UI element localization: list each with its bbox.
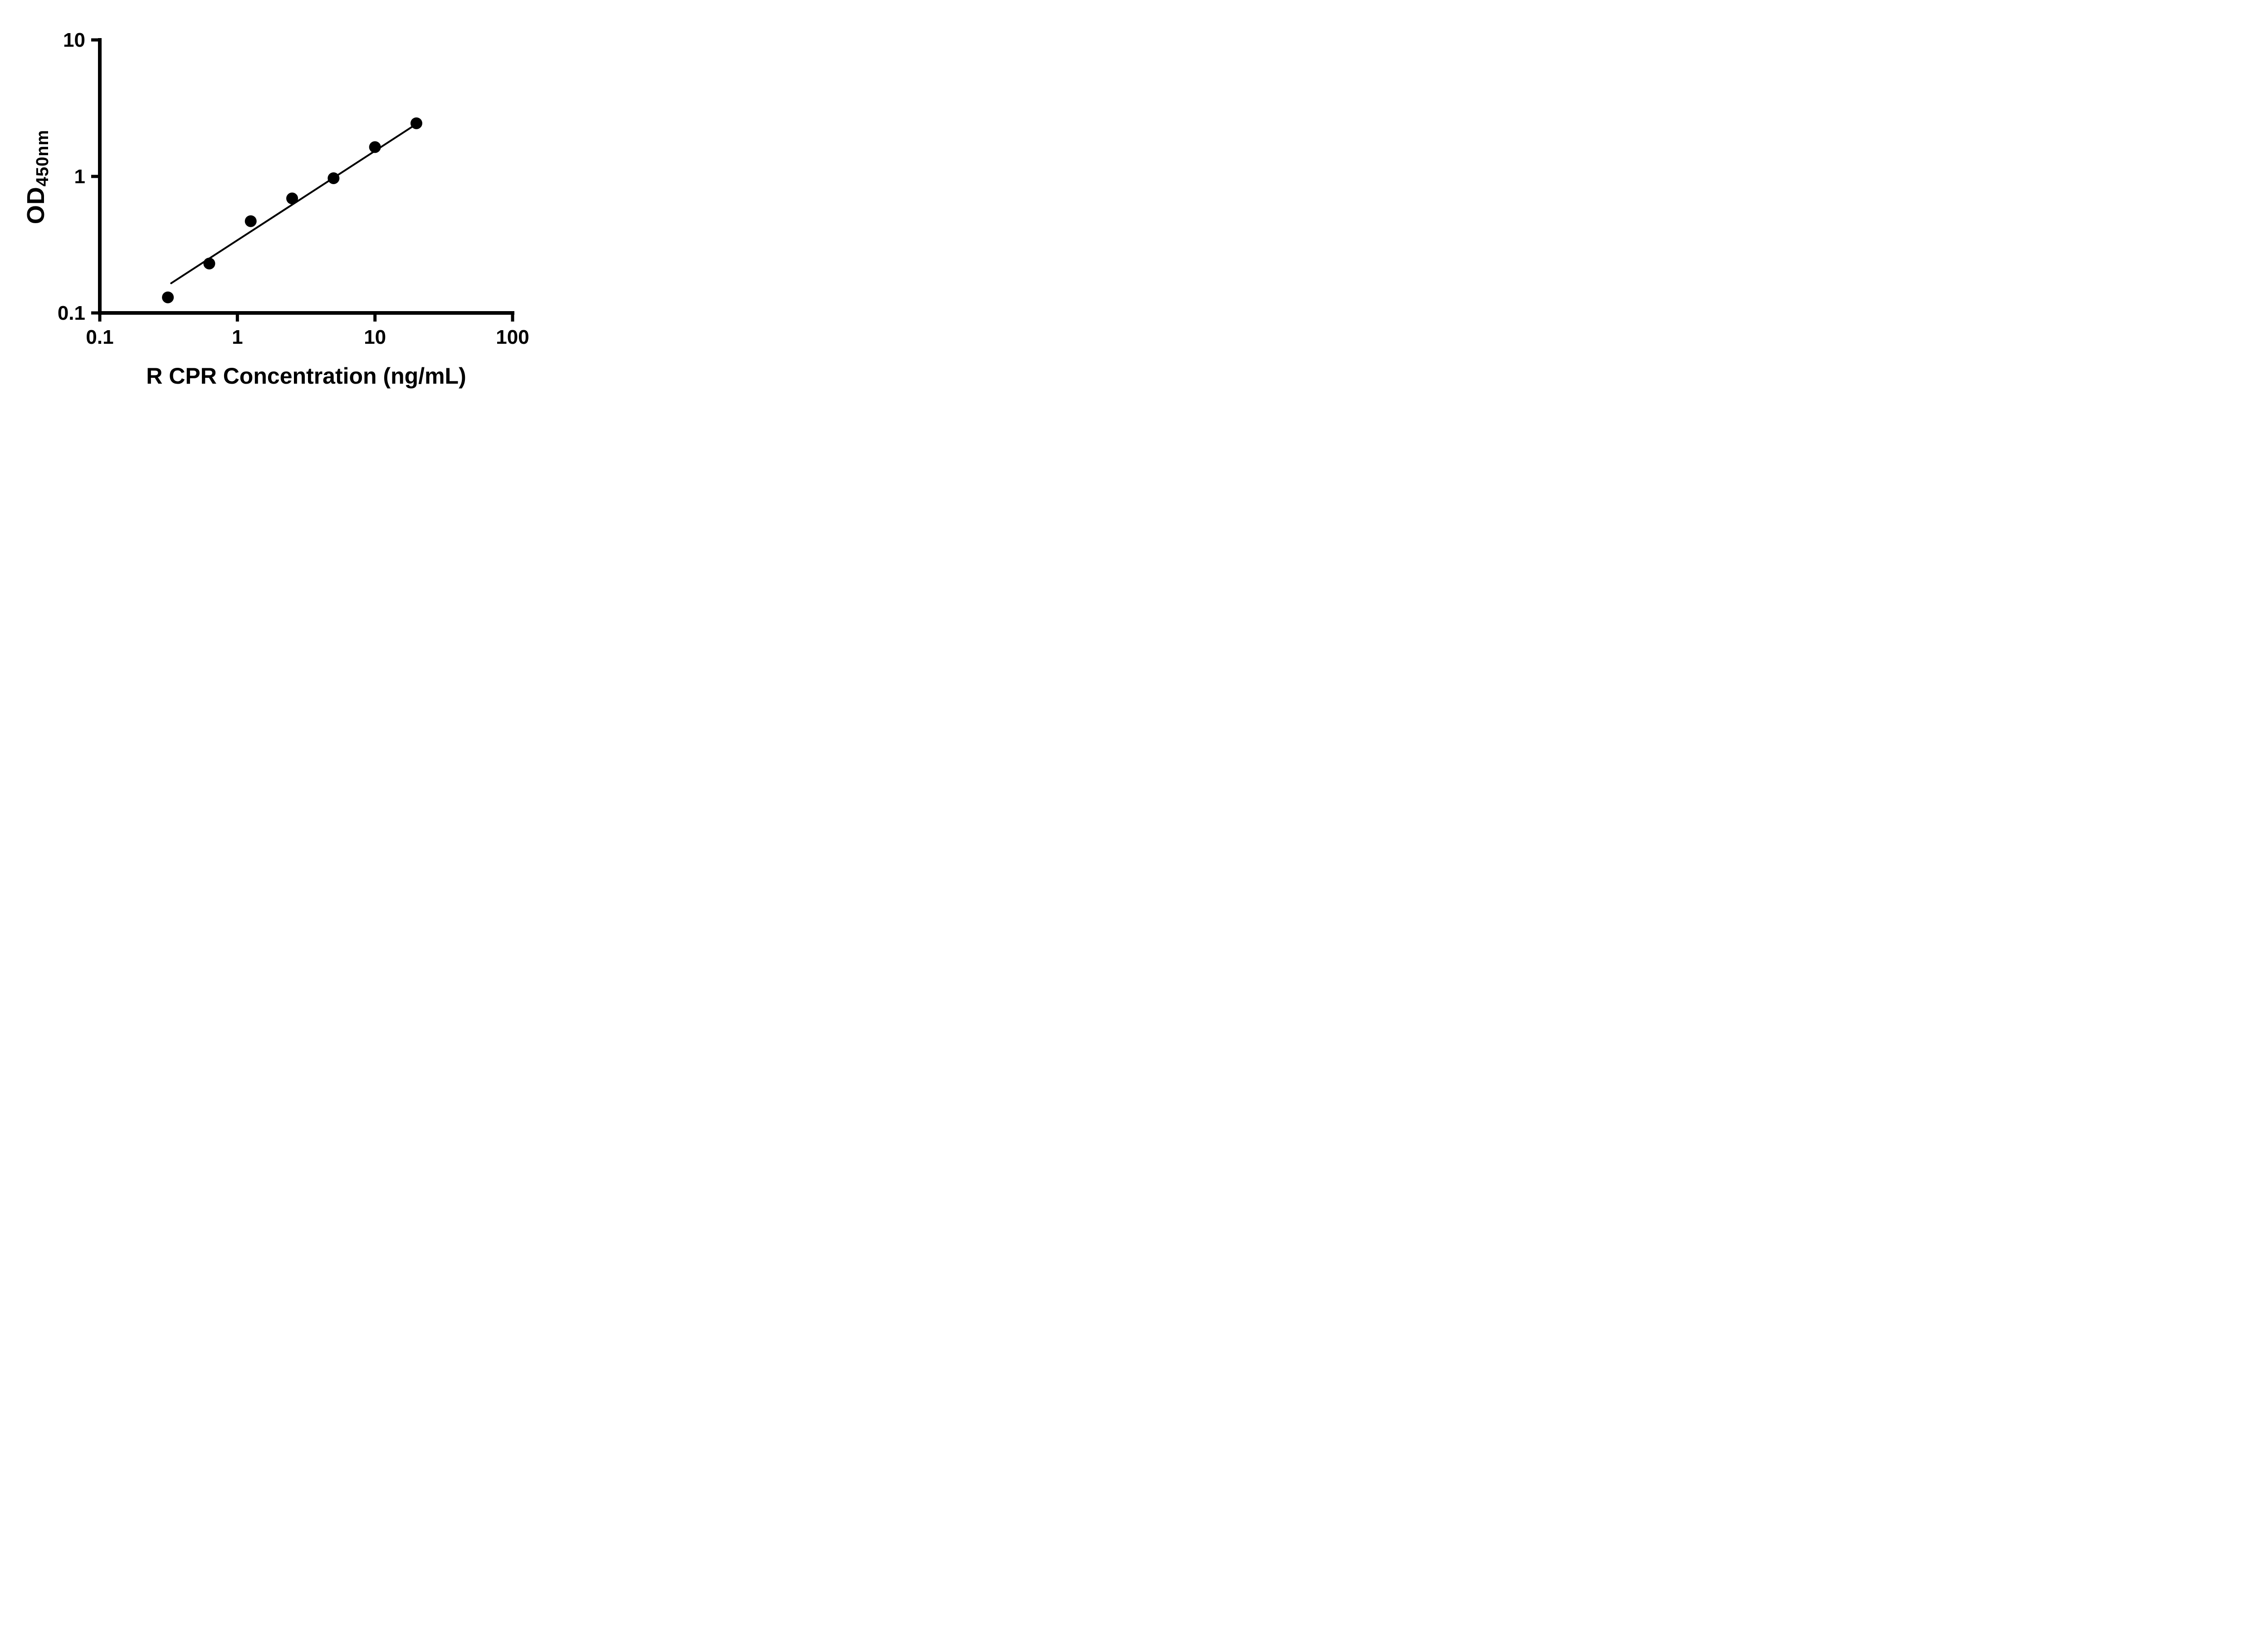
x-axis-label: R CPR Concentration (ng/mL): [146, 363, 466, 389]
y-axis-label: OD450nm: [22, 130, 53, 224]
x-tick-label: 100: [496, 326, 529, 348]
data-point: [162, 291, 174, 303]
elisa-standard-curve-figure: 0.1 1 10 0.1 1 10 100 OD450nm R CPR Concentrat…: [0, 0, 572, 412]
y-tick-label: 1: [74, 166, 85, 188]
plot-area: 0.1 1 10 0.1 1 10 100: [58, 29, 529, 348]
y-axis-label-subscript: 450nm: [33, 129, 52, 187]
data-point: [244, 215, 257, 227]
data-point: [410, 117, 422, 129]
data-point: [327, 172, 340, 184]
data-point: [286, 192, 298, 205]
data-point: [369, 141, 381, 153]
x-tick-label: 0.1: [86, 326, 113, 348]
y-tick-label: 10: [63, 29, 85, 51]
x-tick-label: 10: [364, 326, 386, 348]
y-axis-label-main: OD: [22, 186, 49, 224]
x-tick-label: 1: [232, 326, 243, 348]
y-tick-label: 0.1: [58, 302, 85, 324]
data-point: [203, 258, 215, 270]
axes-spine: [98, 38, 514, 315]
